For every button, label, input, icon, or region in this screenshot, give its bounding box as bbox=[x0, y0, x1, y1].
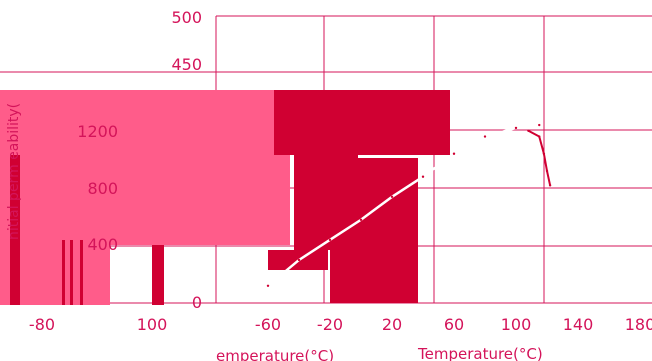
data-point bbox=[483, 135, 487, 138]
left-mark bbox=[80, 240, 83, 305]
series-line bbox=[527, 129, 552, 186]
x-tick-label: -60 bbox=[255, 315, 281, 334]
left-y-tick-label: 800 bbox=[87, 179, 118, 198]
data-point bbox=[545, 169, 549, 173]
x-tick-label: 140 bbox=[563, 315, 594, 334]
data-point bbox=[390, 195, 394, 199]
left-x-tick-label: 100 bbox=[137, 315, 168, 334]
x-tick-label: 60 bbox=[444, 315, 464, 334]
left-x-axis-title: emperature(°C) bbox=[216, 347, 334, 361]
left-x-tick-label: -80 bbox=[29, 315, 55, 334]
left-mark bbox=[62, 240, 65, 305]
data-point bbox=[538, 135, 541, 138]
left-y-axis-title: nitial perm eability( bbox=[6, 103, 22, 240]
left-mark bbox=[70, 240, 73, 305]
y-tick-label: 500 bbox=[171, 8, 202, 27]
left-mark bbox=[10, 155, 20, 305]
data-point bbox=[527, 129, 530, 132]
left-mark bbox=[152, 245, 164, 305]
x-tick-label: -20 bbox=[317, 315, 343, 334]
data-point bbox=[297, 258, 301, 262]
left-y-tick-label: 1200 bbox=[77, 122, 118, 141]
series-line bbox=[267, 123, 540, 287]
right-x-axis-title: Temperature(°C) bbox=[417, 345, 543, 361]
x-tick-label: 20 bbox=[382, 315, 402, 334]
data-point bbox=[359, 218, 363, 221]
data-point bbox=[266, 284, 270, 287]
data-point bbox=[514, 126, 518, 130]
y-tick-label: 0 bbox=[192, 293, 202, 312]
data-point bbox=[548, 184, 552, 187]
data-point bbox=[328, 238, 332, 242]
data-point bbox=[538, 123, 541, 127]
data-point bbox=[452, 152, 456, 155]
red-overlay-block bbox=[274, 90, 450, 155]
data-point bbox=[421, 175, 425, 178]
tick-layer: -60 -20 20 60 100 140 180 0 500 450 -80 100 400 800 12… bbox=[29, 8, 652, 334]
x-tick-label: 100 bbox=[501, 315, 532, 334]
data-point bbox=[542, 152, 546, 155]
x-tick-label: 180 bbox=[625, 315, 652, 334]
series-layer bbox=[266, 123, 552, 287]
y-tick-label: 450 bbox=[171, 55, 202, 74]
left-y-tick-label: 400 bbox=[87, 235, 118, 254]
